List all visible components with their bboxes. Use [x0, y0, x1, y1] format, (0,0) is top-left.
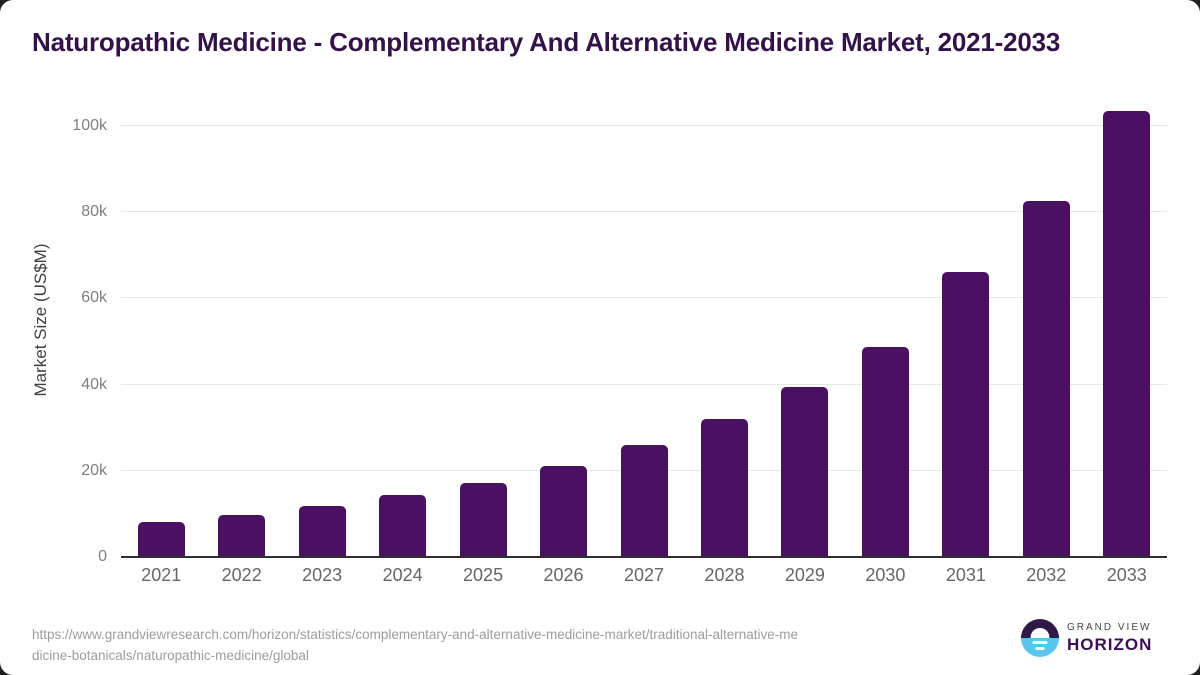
grand-view-horizon-logo: GRAND VIEW HORIZON	[1021, 619, 1152, 657]
chart-title: Naturopathic Medicine - Complementary An…	[32, 27, 1061, 57]
x-axis-label-2022: 2022	[221, 565, 262, 585]
y-axis-tick-100k: 100k	[72, 116, 107, 134]
bar-2028[interactable]	[700, 418, 748, 557]
source-url-line-1: https://www.grandviewresearch.com/horizo…	[32, 627, 799, 642]
logo-text: GRAND VIEW HORIZON	[1067, 622, 1152, 655]
bar-2031[interactable]	[942, 271, 990, 557]
bar-2032[interactable]	[1022, 200, 1070, 557]
bar-2024[interactable]	[379, 495, 427, 557]
logo-brand-bottom: HORIZON	[1067, 634, 1153, 654]
x-axis-label-2033: 2033	[1106, 565, 1147, 585]
sun-reflection-bar-1	[1032, 641, 1048, 644]
y-axis-tick-20k: 20k	[81, 461, 107, 479]
bar-2029[interactable]	[781, 386, 829, 557]
y-axis-tick-40k: 40k	[81, 375, 107, 393]
x-axis-label-2026: 2026	[543, 565, 584, 585]
bar-2023[interactable]	[298, 506, 346, 557]
gridline-100k	[121, 124, 1167, 126]
x-axis-label-2031: 2031	[945, 565, 986, 585]
bar-2033[interactable]	[1103, 111, 1151, 557]
sun-dome-shape	[1030, 628, 1050, 638]
x-axis-tick-labels: 2021 2022 2023 2024 2025 2026 2027 2028 2029 2030…	[121, 565, 1167, 591]
x-axis-label-2023: 2023	[302, 565, 343, 585]
y-axis-tick-0: 0	[98, 548, 107, 565]
bar-2022[interactable]	[218, 515, 266, 557]
x-axis-label-2030: 2030	[865, 565, 906, 585]
x-axis-label-2028: 2028	[704, 565, 745, 585]
x-axis-label-2027: 2027	[623, 565, 665, 585]
gridline-80k	[121, 211, 1167, 213]
source-url: https://www.grandviewresearch.com/horizo…	[32, 624, 962, 666]
x-axis-label-2029: 2029	[784, 565, 825, 585]
plot-area	[121, 99, 1167, 558]
x-axis-label-2025: 2025	[463, 565, 504, 585]
y-axis-tick-80k: 80k	[81, 203, 107, 221]
bar-2030[interactable]	[861, 347, 909, 557]
source-url-line-2: dicine-botanicals/naturopathic-medicine/…	[32, 648, 309, 663]
horizon-sun-icon	[1021, 619, 1059, 657]
bar-2021[interactable]	[137, 522, 185, 557]
x-axis-label-2021: 2021	[141, 565, 182, 585]
y-axis-tick-labels: 0 20k 40k 60k 80k 100k	[0, 99, 107, 565]
x-axis-line	[121, 556, 1167, 558]
x-axis-label-2024: 2024	[382, 565, 423, 585]
gridline-40k	[121, 383, 1167, 385]
bar-2026[interactable]	[540, 465, 588, 557]
logo-brand-top: GRAND VIEW	[1067, 621, 1152, 633]
bar-2025[interactable]	[459, 482, 507, 557]
x-axis-label-2032: 2032	[1026, 565, 1067, 585]
y-axis-tick-60k: 60k	[81, 289, 107, 307]
gridline-60k	[121, 297, 1167, 299]
bar-2027[interactable]	[620, 444, 668, 557]
sun-reflection-bar-2	[1035, 647, 1045, 650]
